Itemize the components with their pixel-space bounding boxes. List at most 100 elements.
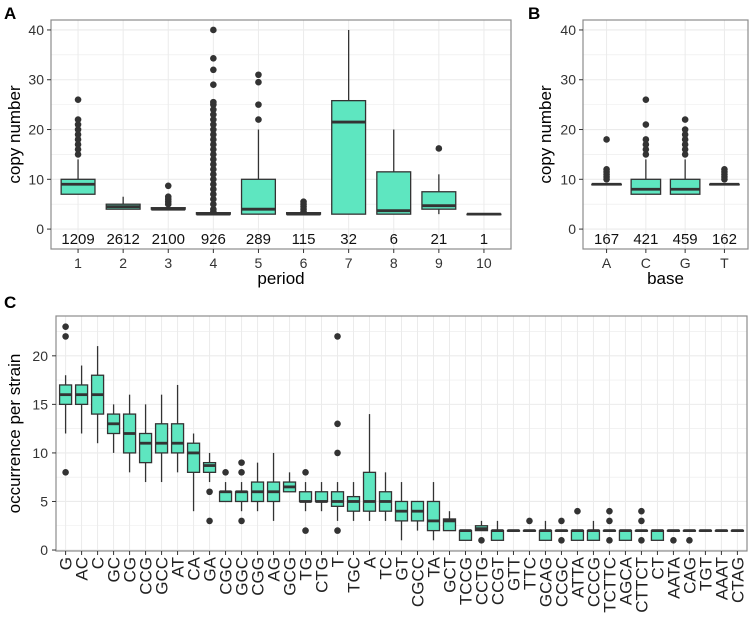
outlier-point [210,195,217,203]
box-iqr [442,518,457,532]
x-tick-label: CCTG [472,557,491,605]
x-tick-label: A [361,556,380,568]
x-tick-label: TGT [696,557,715,591]
x-tick-label: CA [185,556,204,580]
x-axis-title: base [647,269,684,288]
outlier-point [603,166,610,173]
box-AATA [666,529,681,544]
outlier-point [210,66,217,74]
box-iqr [669,178,701,195]
box-GGC [234,459,249,525]
outlier-point [435,145,443,152]
box-iqr [376,171,412,215]
box-iqr [138,432,153,464]
y-tick-label: 30 [28,72,44,88]
box-iqr [234,491,249,503]
x-tick-label: CTG [313,557,332,593]
outlier-point [302,469,309,476]
outlier-point [210,161,217,168]
x-tick-label: GT [393,557,412,581]
x-tick-label: T [329,557,348,567]
sample-count-label: 926 [201,231,226,248]
panel-c-motif-occurrence-boxplot: 05101520GACCGCCGCCGGCCATCAGACGCGGCCGGAGG… [4,293,748,613]
outlier-point [210,121,217,128]
box-iqr [154,423,169,454]
x-tick-label: G [680,255,691,271]
outlier-point [238,459,245,466]
sample-count-label: 2612 [106,231,139,248]
box-iqr [218,491,233,503]
sample-count-label: 1 [480,231,488,248]
outlier-point [670,537,677,544]
outlier-point [642,151,650,158]
outlier-point [638,517,645,525]
box-CCCG [586,520,601,541]
outlier-point [681,141,689,148]
box-7 [331,29,367,215]
outlier-point [210,156,217,163]
sample-count-label: 421 [633,231,658,248]
box-iqr [538,529,553,541]
outlier-point [558,537,565,544]
x-tick-label: 8 [390,255,398,271]
box-CTTCT [634,507,649,544]
box-G [669,116,701,195]
outlier-point [164,182,172,190]
outlier-point [210,190,217,198]
x-tick-label: CTTCT [632,557,651,613]
x-tick-label: CGG [249,557,268,596]
box-iqr [330,491,345,507]
x-tick-label: GA [201,556,220,581]
outlier-point [334,333,341,340]
outlier-point [574,507,581,515]
outlier-point [206,488,213,496]
box-TG [298,469,313,534]
box-T [330,333,345,534]
box-iqr [202,461,217,473]
outlier-point [606,537,613,544]
outlier-point [686,537,693,544]
x-tick-label: 2 [119,255,127,271]
x-tick-label: 6 [300,255,308,271]
x-tick-label: AC [73,557,92,581]
x-tick-label: CT [648,557,667,580]
sample-count-label: 32 [340,231,357,248]
outlier-point [210,141,217,148]
outlier-point [222,469,229,476]
box-CGCC [410,500,425,531]
outlier-point [62,323,69,330]
outlier-point [74,136,82,143]
outlier-point [606,507,613,515]
outlier-point [681,126,689,133]
x-tick-label: CG [121,557,140,583]
y-tick-label: 30 [560,72,576,88]
x-tick-label: TA [424,556,443,577]
box-GC [106,404,121,453]
plot-background [583,20,748,249]
x-tick-label: 1 [74,255,82,271]
x-tick-label: TTC [520,557,539,590]
box-AGCA [618,529,633,541]
x-tick-label: A [602,255,612,271]
box-GTT [506,529,521,533]
box-iqr [186,442,201,473]
outlier-point [206,517,213,525]
box-CAG [682,529,697,544]
x-tick-label: TCTTC [600,557,619,613]
outlier-point [302,527,309,534]
outlier-point [526,517,533,525]
outlier-point [62,469,69,476]
x-tick-label: C [641,255,651,271]
outlier-point [210,81,217,89]
y-tick-label: 0 [568,221,576,237]
box-CCG [138,404,153,483]
box-iqr [346,495,361,512]
x-tick-label: CCCG [584,557,603,607]
plot-background [51,20,511,249]
box-CCGC [554,517,569,544]
y-axis-title: copy number [536,85,555,184]
box-iqr [60,178,96,195]
outlier-point [238,469,245,476]
outlier-point [681,131,689,138]
